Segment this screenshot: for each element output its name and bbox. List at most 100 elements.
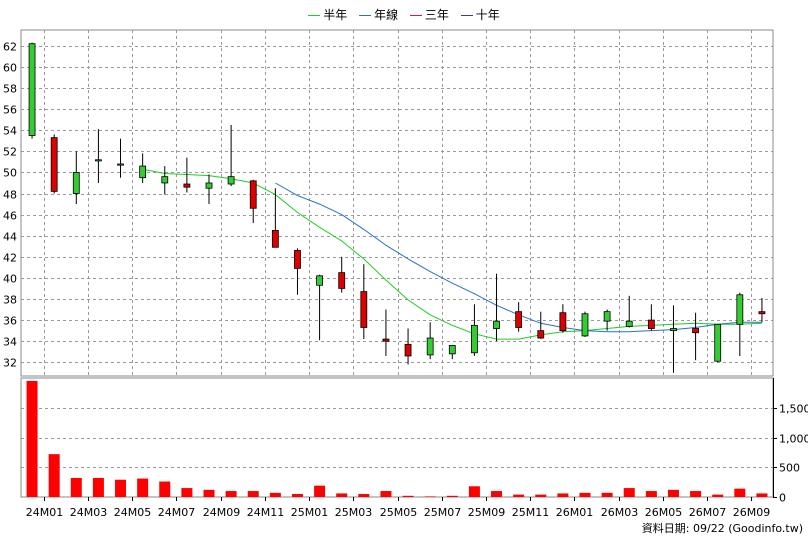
price-tick-label: 34 [3, 336, 17, 349]
legend-swatch-three-year [409, 15, 422, 16]
candle [515, 302, 523, 332]
candle-body-up [139, 165, 147, 179]
candle-body-down [647, 319, 655, 329]
candle [205, 174, 213, 205]
volume-bar [535, 494, 547, 497]
legend-label-ten-year: 十年 [475, 8, 500, 22]
volume-bar [247, 491, 259, 497]
candle-body-up [227, 176, 235, 185]
legend-swatch-ten-year [460, 15, 473, 16]
candle-body-down [382, 338, 390, 342]
chart-legend: 半年 年線 三年 十年 [0, 6, 808, 23]
volume-bar [557, 493, 569, 497]
candle [714, 323, 722, 363]
volume-bar [269, 492, 281, 497]
volume-bar [424, 496, 436, 497]
volume-bar [513, 494, 525, 497]
candle [95, 129, 102, 183]
candle-body-up [448, 345, 456, 355]
x-tick-label: 24M03 [70, 506, 108, 519]
volume-bar [601, 492, 613, 497]
candle [537, 311, 545, 340]
price-tick-label: 60 [3, 62, 17, 75]
candle [294, 248, 301, 295]
candle-body-down [50, 137, 58, 192]
candle [271, 188, 279, 248]
price-tick-label: 52 [3, 146, 17, 159]
candle [647, 304, 655, 331]
legend-label-year-line: 年線 [374, 8, 399, 22]
x-tick-label: 26M03 [601, 506, 639, 519]
candle-body-down [249, 180, 257, 209]
x-tick-label: 24M07 [158, 506, 196, 519]
legend-swatch-year-line [359, 15, 372, 16]
volume-panel: 0 500 1,000 1,500 [20, 377, 808, 505]
candle-body-up [161, 176, 169, 184]
volume-bar [756, 493, 768, 497]
candle-body-up [117, 163, 124, 166]
moving-average-line [142, 168, 762, 340]
x-tick-label: 26M07 [689, 506, 727, 519]
data-date-footer: 資料日期: 09/22 (Goodinfo.tw) [642, 521, 803, 535]
volume-bar [358, 494, 370, 497]
x-tick-label: 24M01 [26, 506, 64, 519]
candle-body-down [294, 250, 301, 269]
legend-swatch-half-year [308, 15, 321, 16]
volume-tick-label: 0 [779, 492, 786, 505]
volume-bar [203, 489, 215, 497]
x-tick-label: 24M09 [203, 506, 241, 519]
volume-bar [402, 495, 414, 497]
candle-body-up [28, 43, 36, 136]
candle [493, 273, 500, 342]
candle [559, 304, 567, 333]
candle [316, 274, 323, 341]
candle-body-down [271, 230, 279, 248]
candle-body-down [559, 312, 567, 332]
price-tick-label: 42 [3, 252, 17, 265]
x-tick-label: 26M09 [733, 506, 771, 519]
candle [426, 322, 434, 360]
candle-body-up [714, 323, 722, 362]
volume-bar [314, 485, 326, 497]
candle [471, 304, 478, 356]
candle [382, 309, 390, 356]
candle-body-up [205, 182, 213, 189]
price-tick-label: 38 [3, 294, 17, 307]
candle [249, 179, 257, 224]
candle [448, 345, 456, 360]
candle-body-down [692, 328, 699, 334]
volume-bar [181, 488, 193, 497]
candle-body-down [360, 291, 368, 328]
candle-body-down [515, 311, 523, 328]
legend-item-year-line: 年線 [359, 6, 398, 23]
candle-body-up [670, 328, 677, 332]
price-tick-label: 40 [3, 273, 17, 286]
candle [625, 295, 633, 328]
x-tick-label: 26M05 [645, 506, 683, 519]
volume-bar [48, 454, 60, 497]
volume-bar [26, 380, 38, 497]
x-tick-label: 26M01 [556, 506, 594, 519]
candle [758, 297, 766, 323]
price-tick-label: 56 [3, 104, 17, 117]
volume-bar [291, 494, 303, 497]
price-tick-label: 44 [3, 231, 17, 244]
volume-bar [491, 491, 503, 497]
volume-tick-label: 1,500 [779, 403, 808, 416]
candle [581, 311, 589, 337]
volume-bar [115, 479, 127, 497]
candle-body-up [603, 311, 611, 322]
x-tick-label: 25M03 [335, 506, 373, 519]
price-tick-label: 58 [3, 83, 17, 96]
x-tick-label: 25M07 [424, 506, 462, 519]
x-tick-label: 24M11 [247, 506, 285, 519]
volume-bar [70, 477, 82, 497]
volume-bar [137, 478, 149, 497]
candle [117, 138, 124, 178]
volume-bar [645, 491, 657, 497]
legend-label-three-year: 三年 [424, 8, 449, 22]
candle [28, 42, 36, 139]
price-tick-label: 36 [3, 315, 17, 328]
candle-body-down [537, 330, 545, 339]
